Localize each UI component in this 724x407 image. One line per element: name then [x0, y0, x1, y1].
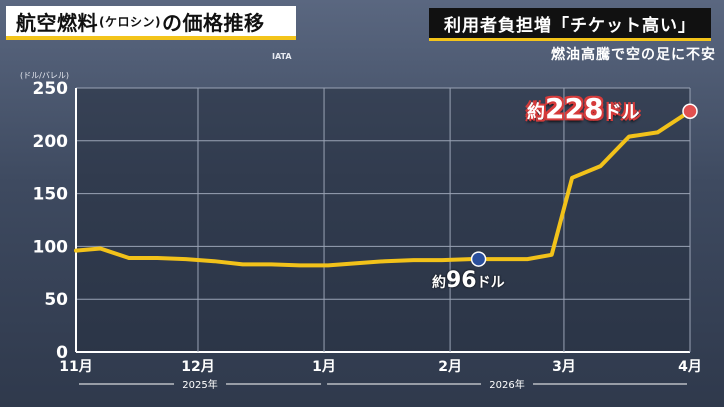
annotation-high-suffix: ドル: [603, 102, 640, 123]
annotation-high-number: 228: [545, 92, 604, 125]
y-tick-label: 50: [44, 290, 68, 310]
y-tick-label: 200: [33, 132, 69, 152]
x-tick-label: 2月: [438, 359, 462, 375]
title-main: 航空燃料: [16, 10, 98, 35]
sub-headline: 燃油高騰で空の足に不安: [551, 47, 716, 63]
y-tick-label: 100: [33, 237, 69, 257]
y-tick-label: 0: [56, 343, 68, 363]
annotation-high: 約228ドル: [527, 92, 639, 125]
annotation-low: 約96ドル: [432, 268, 505, 293]
x-tick-label: 1月: [312, 359, 336, 375]
annotation-low-prefix: 約: [432, 275, 446, 291]
headline-banner: 利用者負担増「チケット高い」: [429, 8, 711, 41]
page-title: 航空燃料 (ケロシン) の価格推移: [6, 6, 296, 40]
plot-area: [76, 88, 690, 352]
marker-low: [470, 251, 487, 267]
source-label: IATA: [272, 52, 292, 61]
annotation-low-number: 96: [446, 268, 477, 293]
annotation-low-suffix: ドル: [476, 275, 505, 291]
x-tick-label: 12月: [181, 359, 214, 375]
year-label: 2026年: [489, 378, 524, 391]
title-suffix: の価格推移: [161, 10, 265, 35]
price-series-line: [74, 109, 692, 268]
header: 航空燃料 (ケロシン) の価格推移 IATA 利用者負担増「チケット高い」 燃油高騰…: [0, 0, 724, 63]
x-tick-label: 3月: [552, 359, 576, 375]
annotation-high-prefix: 約: [527, 102, 545, 123]
y-tick-label: 250: [33, 79, 69, 99]
y-tick-label: 150: [33, 185, 69, 205]
marker-high: [682, 103, 698, 119]
y-axis-unit: (ドル/バレル): [20, 71, 69, 80]
year-label: 2025年: [182, 378, 217, 391]
x-tick-label: 11月: [59, 359, 92, 375]
x-tick-label: 4月: [678, 359, 702, 375]
title-small: (ケロシン): [99, 14, 161, 29]
